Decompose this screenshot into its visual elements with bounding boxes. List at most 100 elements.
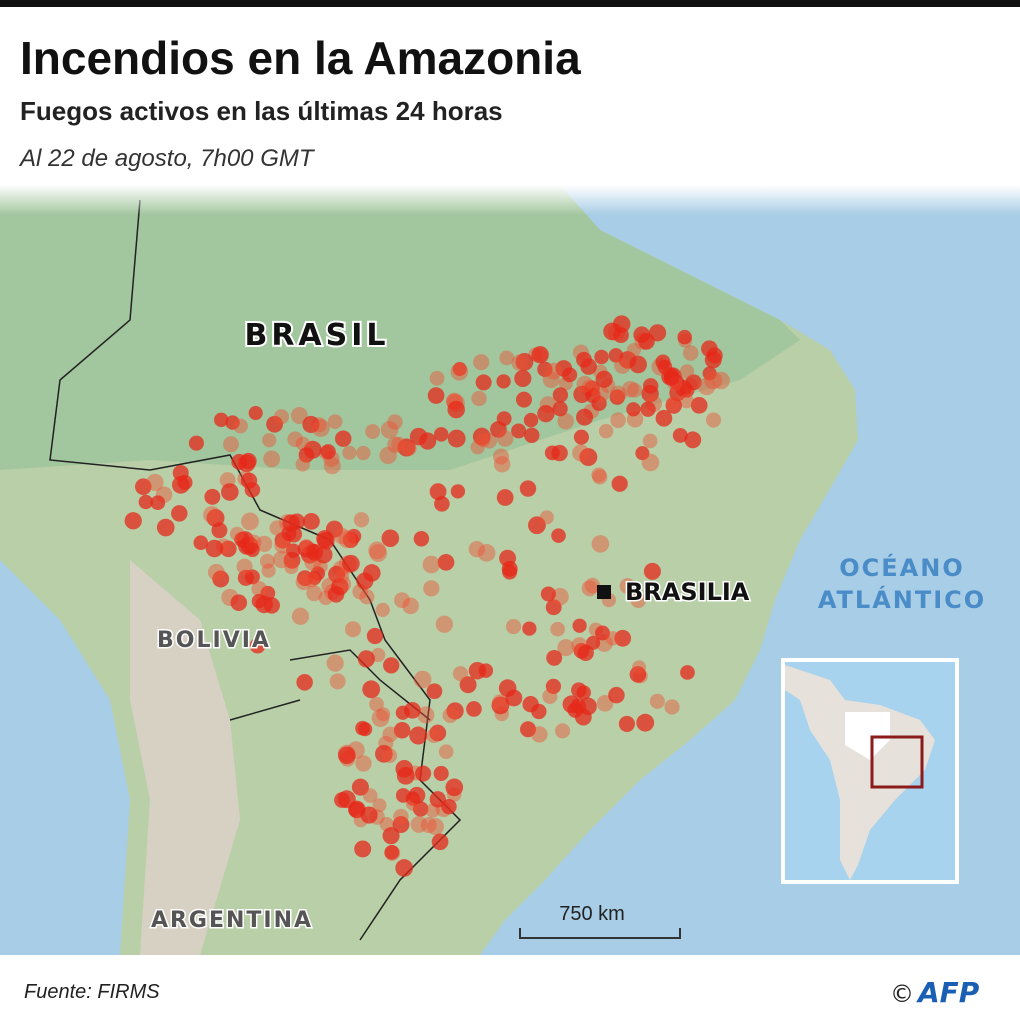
date: Al 22 de agosto, 7h00 GMT <box>18 145 316 172</box>
label-brasilia: BRASILIA <box>625 578 750 606</box>
fire-dot <box>476 433 491 448</box>
fire-dot <box>499 350 515 366</box>
fire-dot <box>188 435 204 451</box>
fire-dot <box>357 650 375 668</box>
fire-dot <box>193 535 209 551</box>
fire-dot <box>124 512 142 530</box>
fire-dot <box>366 627 384 645</box>
fire-dot <box>290 407 308 424</box>
fire-dot <box>531 703 547 720</box>
fire-dot <box>382 748 398 763</box>
fire-dot <box>435 615 454 633</box>
fire-dot <box>608 686 625 704</box>
fire-dot <box>342 445 357 460</box>
fire-dot <box>384 844 400 860</box>
fire-dot <box>551 444 568 462</box>
fire-dot <box>677 329 692 345</box>
fire-dot <box>470 440 485 455</box>
label-argentina: ARGENTINA <box>151 908 313 933</box>
fire-dot <box>545 599 562 616</box>
fire-dot <box>320 444 336 460</box>
fire-dot <box>627 382 643 398</box>
fire-dot <box>663 370 680 386</box>
scale-label: 750 km <box>559 903 625 925</box>
fire-dot <box>240 472 258 489</box>
fire-dot <box>496 374 511 389</box>
fire-dot <box>241 512 259 531</box>
fire-dot <box>420 817 437 834</box>
fire-dot <box>302 415 320 434</box>
fire-dot <box>369 696 384 712</box>
fire-dot <box>622 380 639 398</box>
fire-dot <box>475 374 492 391</box>
fire-dot <box>249 637 266 654</box>
fire-dot <box>409 726 428 745</box>
fire-dot <box>626 342 641 357</box>
fire-dot <box>256 535 273 552</box>
fire-dot <box>630 592 647 608</box>
fire-dot <box>684 431 702 449</box>
inset-highlight <box>845 712 890 760</box>
fire-dot <box>511 423 527 439</box>
fire-dot <box>702 366 717 381</box>
map <box>0 185 1020 955</box>
fire-dot <box>355 755 372 772</box>
inset-land <box>785 665 935 880</box>
fire-dot <box>156 518 175 537</box>
fire-dot <box>346 528 362 544</box>
fire-dot <box>523 412 539 428</box>
scale-bar <box>519 928 681 939</box>
fire-dot <box>429 483 447 501</box>
fire-dot <box>514 369 532 388</box>
fire-dot <box>365 424 381 439</box>
fire-dot <box>434 496 450 512</box>
fire-dot <box>542 371 560 389</box>
fire-dot <box>552 401 568 417</box>
fire-dot <box>295 457 310 472</box>
fire-dot <box>273 409 290 425</box>
fire-dot <box>697 377 716 396</box>
fire-dot <box>415 765 432 782</box>
fire-dot <box>427 387 445 404</box>
fire-dot <box>433 765 449 781</box>
fire-dot <box>223 436 239 453</box>
fire-dot <box>528 516 546 535</box>
fire-dot <box>402 597 419 615</box>
fire-dot <box>371 709 390 727</box>
fire-dot <box>705 412 722 428</box>
fire-dot <box>360 806 378 824</box>
fire-dot <box>274 536 292 554</box>
fire-dot <box>387 436 404 454</box>
fire-dot <box>204 488 221 505</box>
fire-dot <box>551 587 569 606</box>
fire-dot <box>303 571 320 588</box>
copyright: © <box>890 980 914 1008</box>
fire-dot <box>519 480 537 497</box>
fire-dot <box>496 411 512 427</box>
fire-dot <box>397 438 416 457</box>
fire-dot <box>531 726 548 743</box>
fire-dot <box>701 340 718 358</box>
fire-dot <box>576 408 594 426</box>
fire-dot <box>665 396 681 411</box>
fire-dot <box>595 625 610 641</box>
fire-dot <box>473 354 490 371</box>
fire-dot <box>481 433 498 449</box>
fire-dot <box>554 723 571 739</box>
fire-dot <box>672 427 688 443</box>
fire-dot <box>640 401 656 417</box>
fire-dot <box>450 484 466 499</box>
fire-dot <box>230 594 248 611</box>
fire-dot <box>452 362 467 377</box>
fire-dot <box>649 693 665 709</box>
fires <box>124 315 730 877</box>
fire-dot <box>404 701 421 719</box>
fire-dot <box>393 808 409 825</box>
fire-dot <box>387 414 403 430</box>
fire-dot <box>545 362 563 380</box>
fire-dot <box>351 778 369 796</box>
fire-dot <box>261 563 276 578</box>
fire-dot <box>266 415 283 433</box>
fire-dot <box>685 374 702 391</box>
fire-dot <box>368 541 387 560</box>
